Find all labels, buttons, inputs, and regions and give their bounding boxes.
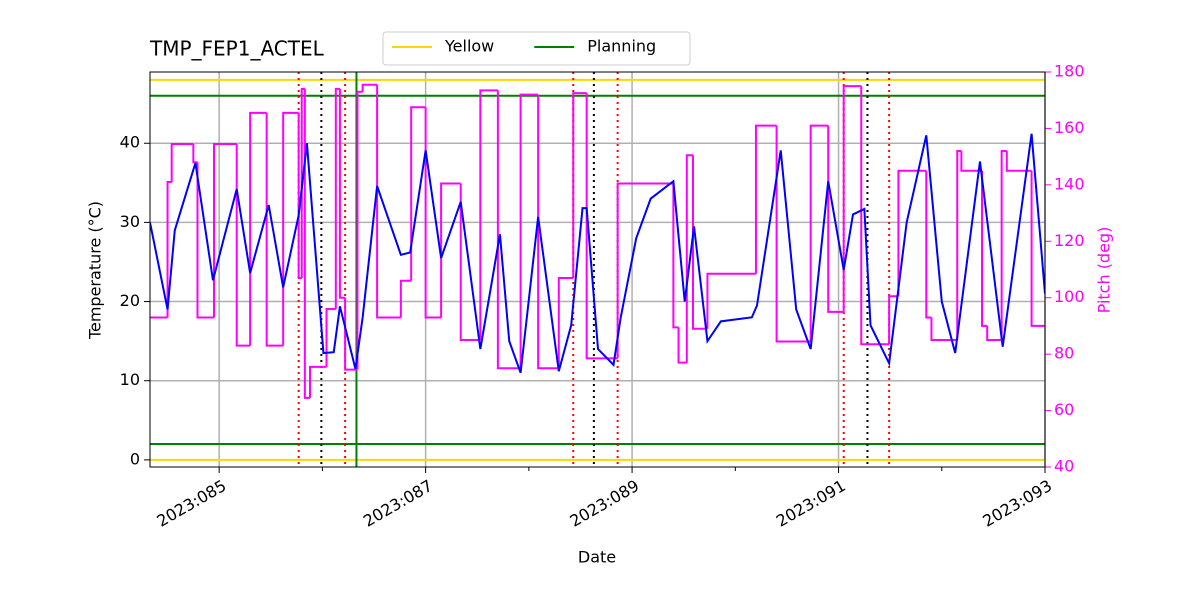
y2-tick-label: 100 xyxy=(1054,287,1085,306)
pitch-step xyxy=(459,183,481,342)
pitch-step xyxy=(754,124,777,274)
y-tick-label: 30 xyxy=(120,212,140,231)
pitch-step xyxy=(616,182,674,359)
y2-axis-label: Pitch (deg) xyxy=(1095,227,1114,314)
pitch-step xyxy=(897,169,927,297)
pitch-step xyxy=(166,181,172,318)
pitch-step xyxy=(479,89,498,341)
pitch-step xyxy=(557,276,574,369)
pitch-step xyxy=(930,317,958,342)
y2-tick-label: 120 xyxy=(1054,231,1085,250)
pitch-step xyxy=(213,142,237,318)
pitch-step xyxy=(572,92,587,278)
pitch-step xyxy=(410,106,426,281)
y-tick-label: 20 xyxy=(120,291,140,310)
pitch-step xyxy=(981,170,988,327)
pitch-step xyxy=(809,124,829,342)
pitch-step xyxy=(334,87,340,309)
temperature-line xyxy=(150,133,1045,374)
y-tick-label: 10 xyxy=(120,370,140,389)
pitch-step xyxy=(325,308,336,367)
pitch-step xyxy=(672,183,679,329)
y2-tick-label: 80 xyxy=(1054,344,1074,363)
y2-tick-label: 140 xyxy=(1054,174,1085,193)
pitch-step xyxy=(338,88,346,299)
pitch-step xyxy=(196,162,215,319)
y2-tick-label: 180 xyxy=(1054,62,1085,81)
pitch-step xyxy=(691,155,708,330)
axes-frame xyxy=(149,71,1046,468)
pitch-step xyxy=(986,325,1002,342)
y-axis-label: Temperature (°C) xyxy=(86,201,105,340)
pitch-step xyxy=(376,84,401,319)
pitch-step xyxy=(888,295,899,345)
x-axis-label: Date xyxy=(578,548,616,567)
pitch-step xyxy=(842,85,862,312)
pitch-step xyxy=(775,125,811,343)
y2-tick-label: 40 xyxy=(1054,457,1074,476)
y-tick-label: 0 xyxy=(130,449,140,468)
pitch-step xyxy=(1030,170,1045,327)
pitch-step xyxy=(519,93,539,369)
pitch-step xyxy=(344,297,358,371)
pitch-step xyxy=(282,111,299,346)
pitch-step xyxy=(440,182,461,318)
pitch-step xyxy=(496,90,521,370)
pitch-step xyxy=(960,151,983,172)
pitch-step xyxy=(925,170,932,319)
pitch-step xyxy=(685,154,693,363)
pitch-step xyxy=(192,143,198,164)
pitch-step xyxy=(1000,150,1007,341)
pitch-step xyxy=(303,88,311,399)
pitch-step xyxy=(706,272,756,329)
pitch-step xyxy=(300,87,305,278)
pitch-step xyxy=(399,279,412,318)
legend-label: Yellow xyxy=(444,37,494,56)
legend-label: Planning xyxy=(587,37,656,56)
legend-frame xyxy=(382,31,691,66)
pitch-step xyxy=(424,107,442,319)
y2-tick-label: 60 xyxy=(1054,400,1074,419)
pitch-step xyxy=(309,365,327,398)
pitch-step xyxy=(361,83,378,92)
pitch-step xyxy=(235,143,251,347)
pitch-step xyxy=(265,112,284,347)
pitch-step xyxy=(170,142,194,183)
pitch-step xyxy=(356,90,363,370)
pitch-step xyxy=(537,94,559,370)
plot-area xyxy=(150,72,1045,467)
pitch-step xyxy=(677,327,687,364)
y2-tick-label: 160 xyxy=(1054,118,1085,137)
pitch-step xyxy=(297,112,302,279)
pitch-step xyxy=(956,150,962,341)
pitch-step xyxy=(1005,151,1032,172)
chart-title: TMP_FEP1_ACTEL xyxy=(149,37,325,61)
y-tick-label: 40 xyxy=(120,133,140,152)
